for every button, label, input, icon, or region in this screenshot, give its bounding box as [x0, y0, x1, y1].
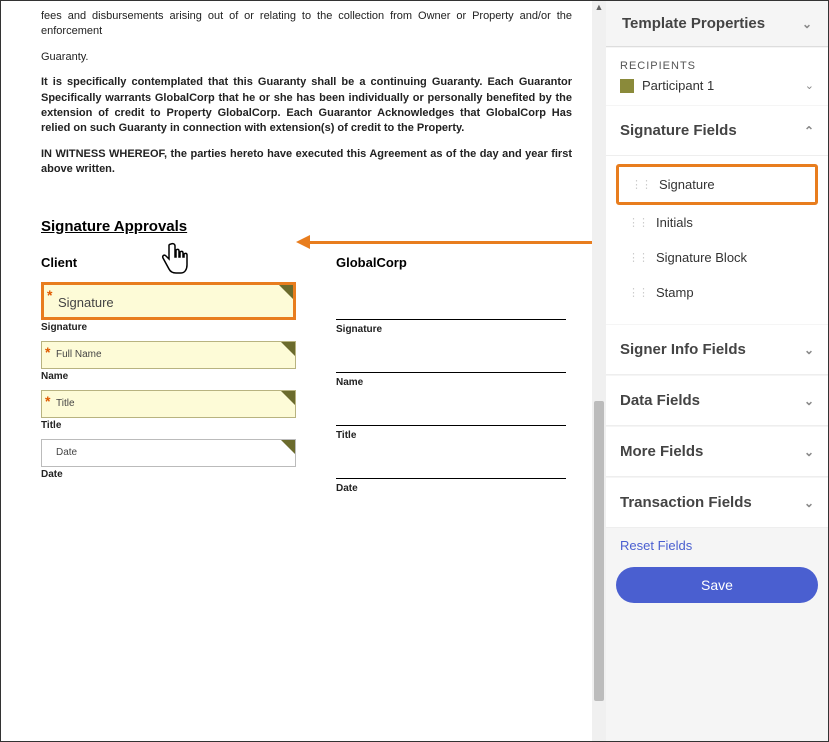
- pointer-cursor-icon: [159, 241, 191, 282]
- drag-handle-icon: ⋮⋮: [628, 216, 648, 229]
- title-field-label: Title: [56, 398, 75, 409]
- corp-title-sublabel: Title: [336, 430, 572, 441]
- field-corner-icon: [281, 440, 295, 454]
- doc-para-1: fees and disbursements arising out of or…: [41, 9, 572, 40]
- chevron-down-icon: ⌄: [804, 343, 814, 357]
- corp-date-line: [336, 455, 566, 479]
- data-fields-section: Data Fields ⌄: [606, 376, 828, 426]
- drag-handle-icon: ⋮⋮: [631, 178, 651, 191]
- corp-title-line: [336, 402, 566, 426]
- corp-name-line: [336, 349, 566, 373]
- section-label: Signer Info Fields: [620, 341, 746, 358]
- doc-para-2: It is specifically contemplated that thi…: [41, 75, 572, 137]
- scroll-thumb[interactable]: [594, 401, 604, 701]
- corp-name-sublabel: Name: [336, 377, 572, 388]
- corp-date-sublabel: Date: [336, 483, 572, 494]
- signature-fields-body: ⋮⋮ Signature ⋮⋮ Initials ⋮⋮ Signature Bl…: [606, 156, 828, 324]
- signature-field-label: Signature: [58, 295, 114, 310]
- drag-handle-icon: ⋮⋮: [628, 251, 648, 264]
- drag-handle-icon: ⋮⋮: [628, 286, 648, 299]
- fullname-field-placed[interactable]: * Full Name: [41, 341, 296, 369]
- signature-field-placed[interactable]: * Signature: [41, 282, 296, 320]
- required-star-icon: *: [47, 287, 52, 303]
- field-item-stamp[interactable]: ⋮⋮ Stamp: [616, 275, 818, 310]
- doc-para-3: IN WITNESS WHEREOF, the parties hereto h…: [41, 147, 572, 178]
- required-star-icon: *: [45, 393, 50, 409]
- signer-info-header[interactable]: Signer Info Fields ⌄: [606, 325, 828, 375]
- field-item-label: Stamp: [656, 285, 694, 300]
- field-corner-icon: [281, 342, 295, 356]
- reset-fields-link[interactable]: Reset Fields: [606, 528, 828, 563]
- field-corner-icon: [281, 391, 295, 405]
- chevron-down-icon: ⌄: [804, 445, 814, 459]
- chevron-down-icon: ⌄: [805, 79, 814, 92]
- recipient-name: Participant 1: [642, 78, 714, 93]
- chevron-up-icon: ⌃: [804, 124, 814, 138]
- field-item-label: Signature: [659, 177, 715, 192]
- corp-signature-sublabel: Signature: [336, 324, 572, 335]
- data-fields-header[interactable]: Data Fields ⌄: [606, 376, 828, 426]
- more-fields-header[interactable]: More Fields ⌄: [606, 427, 828, 477]
- signature-columns: Client * Signature Signature * Full Name…: [41, 255, 572, 502]
- chevron-down-icon: ⌄: [804, 496, 814, 510]
- required-star-icon: *: [45, 344, 50, 360]
- panel-title: Template Properties: [622, 15, 765, 32]
- section-label: Data Fields: [620, 392, 700, 409]
- field-item-initials[interactable]: ⋮⋮ Initials: [616, 205, 818, 240]
- field-item-label: Initials: [656, 215, 693, 230]
- save-button[interactable]: Save: [616, 567, 818, 603]
- recipients-label: RECIPIENTS: [620, 60, 814, 72]
- signature-approvals-heading: Signature Approvals: [41, 218, 572, 235]
- signature-fields-section: Signature Fields ⌃ ⋮⋮ Signature ⋮⋮ Initi…: [606, 106, 828, 324]
- title-field-placed[interactable]: * Title: [41, 390, 296, 418]
- scroll-up-icon[interactable]: ▲: [594, 1, 604, 13]
- field-item-signature-block[interactable]: ⋮⋮ Signature Block: [616, 240, 818, 275]
- chevron-down-icon: ⌄: [802, 17, 812, 31]
- document-scrollbar[interactable]: ▲: [592, 1, 606, 741]
- corp-header: GlobalCorp: [336, 255, 572, 270]
- properties-panel: Template Properties ⌄ RECIPIENTS Partici…: [606, 1, 828, 741]
- document-canvas[interactable]: fees and disbursements arising out of or…: [1, 1, 592, 741]
- recipient-row[interactable]: Participant 1 ⌄: [620, 78, 814, 93]
- signer-info-section: Signer Info Fields ⌄: [606, 325, 828, 375]
- corp-signature-line: [336, 296, 566, 320]
- recipient-color-swatch: [620, 79, 634, 93]
- signature-sublabel: Signature: [41, 322, 296, 333]
- annotation-arrow-head-icon: [296, 235, 310, 249]
- field-corner-icon: [279, 285, 293, 299]
- field-item-label: Signature Block: [656, 250, 747, 265]
- globalcorp-column: GlobalCorp Signature Name Title Date: [336, 255, 572, 502]
- section-label: Transaction Fields: [620, 494, 752, 511]
- field-item-signature[interactable]: ⋮⋮ Signature: [616, 164, 818, 205]
- client-column: Client * Signature Signature * Full Name…: [41, 255, 296, 502]
- transaction-fields-section: Transaction Fields ⌄: [606, 478, 828, 528]
- section-label: More Fields: [620, 443, 703, 460]
- annotation-arrow-line: [301, 241, 592, 244]
- date-field-placed[interactable]: Date: [41, 439, 296, 467]
- date-sublabel: Date: [41, 469, 296, 480]
- signature-fields-header[interactable]: Signature Fields ⌃: [606, 106, 828, 156]
- more-fields-section: More Fields ⌄: [606, 427, 828, 477]
- recipients-section: RECIPIENTS Participant 1 ⌄: [606, 48, 828, 105]
- fullname-field-label: Full Name: [56, 349, 102, 360]
- date-field-label: Date: [56, 447, 77, 458]
- transaction-fields-header[interactable]: Transaction Fields ⌄: [606, 478, 828, 528]
- section-label: Signature Fields: [620, 122, 737, 139]
- title-sublabel: Title: [41, 420, 296, 431]
- app-container: fees and disbursements arising out of or…: [0, 0, 829, 742]
- doc-para-1b: Guaranty.: [41, 50, 572, 65]
- chevron-down-icon: ⌄: [804, 394, 814, 408]
- template-properties-header[interactable]: Template Properties ⌄: [606, 1, 828, 47]
- name-sublabel: Name: [41, 371, 296, 382]
